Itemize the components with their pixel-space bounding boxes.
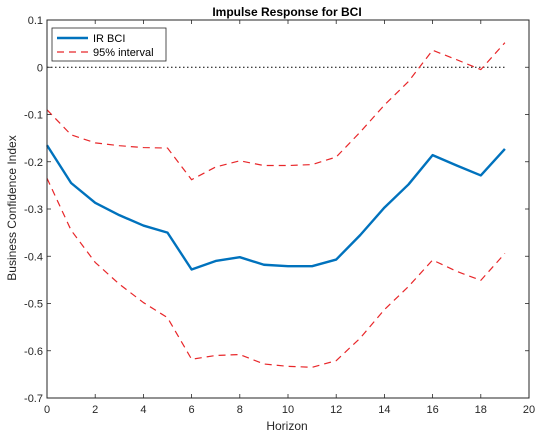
y-tick-label: -0.7 xyxy=(24,393,43,405)
x-tick-label: 12 xyxy=(330,404,342,416)
x-tick-label: 8 xyxy=(237,404,243,416)
x-tick-label: 16 xyxy=(426,404,438,416)
y-tick-label: -0.6 xyxy=(24,346,43,358)
x-tick-label: 4 xyxy=(140,404,146,416)
x-tick-label: 10 xyxy=(282,404,294,416)
plot-area xyxy=(47,20,529,398)
legend-label-95-interval: 95% interval xyxy=(93,47,154,59)
x-axis-ticks: 0 2 4 6 8 10 12 14 16 18 20 xyxy=(44,20,535,416)
chart-title: Impulse Response for BCI xyxy=(212,5,361,19)
y-tick-label: -0.5 xyxy=(24,299,43,311)
y-tick-label: 0.1 xyxy=(28,15,43,27)
y-axis-title: Business Confidence Index xyxy=(5,135,19,280)
legend-box xyxy=(51,27,167,62)
y-tick-label: -0.3 xyxy=(24,204,43,216)
x-axis-title: Horizon xyxy=(266,419,307,433)
x-tick-label: 20 xyxy=(523,404,535,416)
y-tick-label: -0.2 xyxy=(24,157,43,169)
legend: IR BCI 95% interval xyxy=(51,27,167,62)
y-tick-label: -0.1 xyxy=(24,110,43,122)
x-tick-label: 2 xyxy=(92,404,98,416)
ir-bci-line xyxy=(45,144,506,271)
x-tick-label: 18 xyxy=(475,404,487,416)
series-layer xyxy=(45,42,506,368)
upper-95-interval-line xyxy=(46,42,506,181)
lower-95-interval-line xyxy=(46,178,506,368)
y-tick-label: -0.4 xyxy=(24,251,43,263)
legend-label-ir-bci: IR BCI xyxy=(93,33,125,45)
x-tick-label: 6 xyxy=(189,404,195,416)
x-tick-label: 14 xyxy=(378,404,390,416)
y-tick-label: 0 xyxy=(37,62,43,74)
x-tick-label: 0 xyxy=(44,404,50,416)
y-axis-ticks: 0.1 0 -0.1 -0.2 -0.3 -0.4 -0.5 -0.6 -0.7 xyxy=(24,15,529,405)
